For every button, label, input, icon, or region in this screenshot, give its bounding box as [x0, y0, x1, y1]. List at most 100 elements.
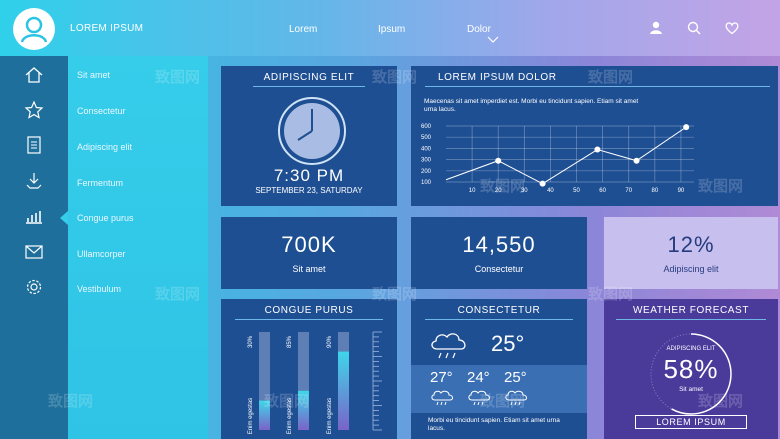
clock-date: SEPTEMBER 23, SATURDAY: [255, 186, 363, 195]
bar-label: Enim egestas: [287, 398, 293, 434]
watermark: 致图网: [372, 286, 418, 303]
clock-icon: [278, 97, 346, 165]
brand-name: LOREM IPSUM: [70, 23, 144, 34]
data-point[interactable]: [539, 180, 546, 187]
forecast-strip: [411, 365, 587, 413]
stat-value: 14,550: [462, 232, 536, 257]
data-point[interactable]: [495, 157, 502, 164]
clock-time: 7:30 PM: [273, 166, 345, 185]
ring-value: 58%: [663, 354, 719, 384]
watermark: 致图网: [155, 286, 201, 303]
bar-track: [259, 332, 270, 430]
home-icon[interactable]: [24, 65, 44, 85]
nav-dolor[interactable]: Dolor: [467, 24, 491, 35]
watermark: 致图网: [698, 393, 744, 410]
lorem-ipsum-button[interactable]: LOREM IPSUM: [635, 415, 747, 429]
forecast-card-divider: [616, 319, 766, 320]
rain-cloud-icon: [431, 333, 466, 359]
sidebar-menu: Sit amet Consectetur Adipiscing elit Fer…: [68, 56, 208, 439]
watermark: 致图网: [48, 393, 94, 410]
data-point[interactable]: [633, 157, 640, 164]
chart-card-divider: [425, 86, 770, 87]
bar-chart-icon[interactable]: [24, 206, 44, 226]
y-tick-label: 400: [421, 146, 432, 152]
weather-card: CONSECTETUR 25° 27° 24° 25° Morbi eu tin…: [411, 299, 587, 439]
sidebar-item-vestibulum[interactable]: Vestibulum: [77, 284, 122, 294]
stat-label: Adipiscing elit: [663, 264, 719, 274]
sidebar-item-congue-purus[interactable]: Congue purus: [77, 213, 134, 223]
rain-cloud-icon: [468, 390, 490, 406]
y-tick-label: 600: [421, 124, 432, 130]
watermark: 致图网: [480, 178, 526, 195]
watermark: 致图网: [480, 393, 526, 410]
bars-card-title: CONGUE PURUS: [264, 305, 354, 316]
data-point[interactable]: [594, 146, 601, 153]
bars-card: CONGUE PURUS 30% Enim egestas 85% Enim eges…: [221, 299, 397, 439]
current-temperature: 25°: [491, 331, 525, 356]
weather-card-divider: [425, 319, 573, 320]
sidebar-item-consectetur[interactable]: Consectetur: [77, 106, 126, 116]
x-tick-label: 70: [625, 188, 632, 194]
sidebar-item-sit-amet[interactable]: Sit amet: [77, 70, 111, 80]
top-header: LOREM IPSUM Lorem Ipsum Dolor: [0, 0, 780, 56]
rain-cloud-icon: [505, 390, 527, 406]
stat-card-sit-amet: 700K Sit amet: [221, 217, 397, 289]
x-tick-label: 80: [651, 188, 658, 194]
series-line: [445, 126, 687, 185]
watermark: 致图网: [155, 69, 201, 86]
profile-icon[interactable]: [648, 20, 664, 36]
chart-description: Maecenas sit amet imperdiet est. Morbi e…: [424, 98, 639, 113]
bar-fill: [338, 351, 349, 430]
star-icon[interactable]: [24, 100, 44, 120]
bars-card-divider: [235, 319, 383, 320]
data-point[interactable]: [683, 124, 690, 131]
bar-percent-label: 85%: [287, 335, 293, 348]
line-chart-card: LOREM IPSUM DOLOR Maecenas sit amet impe…: [411, 66, 778, 206]
mail-icon[interactable]: [24, 242, 44, 262]
bar-fill: [259, 400, 270, 430]
bar-label: Enim egestas: [248, 398, 254, 434]
chart-card-title: LOREM IPSUM DOLOR: [438, 72, 557, 83]
nav-ipsum[interactable]: Ipsum: [378, 24, 406, 35]
stat-label: Sit amet: [292, 264, 326, 274]
stat-value: 12%: [667, 232, 715, 257]
sidebar-item-adipiscing-elit[interactable]: Adipiscing elit: [77, 142, 133, 152]
watermark: 致图网: [372, 69, 418, 86]
sidebar-item-ullamcorper[interactable]: Ullamcorper: [77, 249, 126, 259]
bars-chart: 30% Enim egestas 85% Enim egestas 90% Enim eg…: [248, 331, 382, 434]
watermark: 致图网: [588, 286, 634, 303]
y-tick-label: 300: [421, 158, 432, 164]
x-tick-label: 10: [469, 188, 476, 194]
forecast-temp-2: 24°: [467, 369, 490, 386]
weather-description: Morbi eu tincidunt sapien. Etiam sit ame…: [428, 417, 560, 432]
progress-ring-arc: [650, 333, 732, 415]
weather-card-title: CONSECTETUR: [457, 305, 541, 316]
bar-percent-label: 30%: [248, 335, 254, 348]
bar-label: Enim egestas: [327, 398, 333, 434]
ring-sub: Sit amet: [679, 386, 703, 393]
chevron-down-icon[interactable]: [487, 36, 499, 43]
heart-icon[interactable]: [724, 20, 740, 36]
x-tick-label: 20: [495, 188, 502, 194]
search-icon[interactable]: [686, 20, 702, 36]
stat-card-adipiscing: 12% Adipiscing elit: [604, 217, 778, 289]
sidebar-item-fermentum[interactable]: Fermentum: [77, 178, 124, 188]
gear-icon[interactable]: [24, 277, 44, 297]
rain-cloud-icon: [431, 390, 453, 406]
line-chart: 100 200 300 400 500 600 10 20 30 40 50 60 70 80 90: [421, 124, 694, 194]
download-icon[interactable]: [24, 171, 44, 191]
bar-track: [298, 332, 309, 430]
watermark: 致图网: [264, 393, 310, 410]
stat-value: 700K: [281, 232, 337, 257]
y-tick-label: 100: [421, 180, 432, 186]
clock-card-divider: [253, 86, 365, 87]
document-icon[interactable]: [24, 135, 44, 155]
user-avatar[interactable]: [13, 8, 55, 50]
forecast-card-title: WEATHER FORECAST: [632, 305, 750, 316]
watermark: 致图网: [588, 69, 634, 86]
x-tick-label: 50: [573, 188, 580, 194]
stat-card-consectetur: 14,550 Consectetur: [411, 217, 587, 289]
forecast-temp-3: 25°: [504, 369, 527, 386]
bar-percent-label: 90%: [327, 335, 333, 348]
nav-lorem[interactable]: Lorem: [289, 24, 318, 35]
